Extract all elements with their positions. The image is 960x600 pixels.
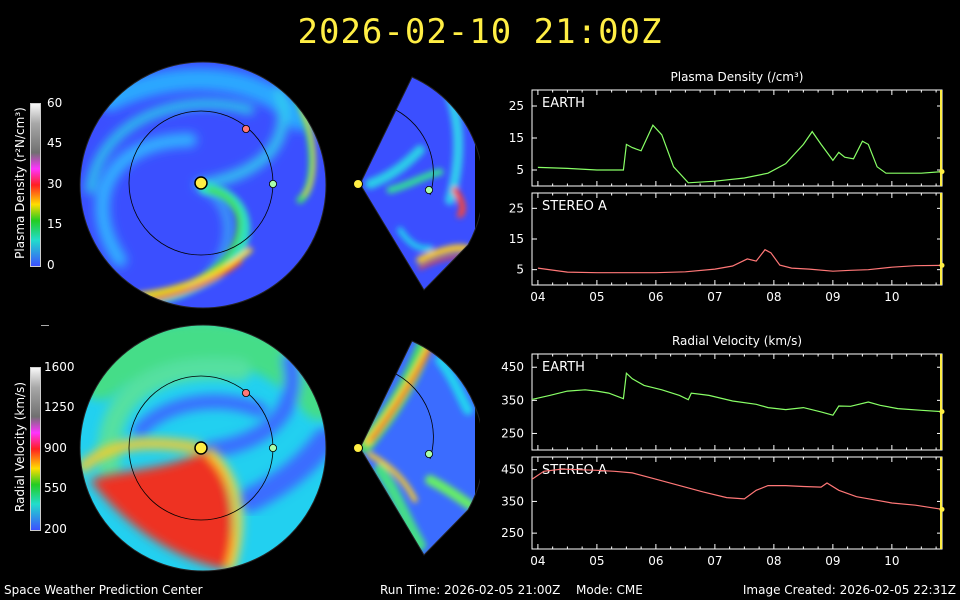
current-value-dot — [939, 262, 945, 268]
divider-dash — [41, 325, 49, 326]
velocity-plot-title: Radial Velocity (km/s) — [671, 334, 803, 348]
x-tick-label: 05 — [589, 554, 604, 568]
x-tick-label: 04 — [530, 554, 545, 568]
current-value-dot — [939, 409, 945, 415]
y-tick-label: 250 — [501, 526, 524, 540]
density-tick: 60 — [47, 96, 63, 110]
density-tick: 30 — [47, 177, 63, 191]
density-tick: 15 — [47, 217, 63, 231]
y-tick-label: 25 — [509, 201, 524, 215]
heliosphere-maps — [79, 61, 480, 572]
panel-label: STEREO A — [542, 463, 607, 478]
footer-image-created: Image Created: 2026-02-05 22:31Z — [742, 583, 956, 597]
current-value-dot — [939, 169, 945, 175]
y-tick-label: 15 — [509, 131, 524, 145]
velocity-tick: 550 — [44, 481, 67, 495]
y-tick-label: 350 — [501, 393, 524, 407]
velocity-tick: 1600 — [44, 360, 75, 374]
x-tick-label: 08 — [766, 290, 781, 304]
x-tick-label: 06 — [648, 554, 663, 568]
panel-label: STEREO A — [542, 199, 607, 214]
density-tick: 0 — [47, 258, 55, 272]
density-colorbar — [30, 103, 41, 267]
x-tick-label: 05 — [589, 290, 604, 304]
y-tick-label: 5 — [516, 163, 524, 177]
series-line — [537, 124, 943, 184]
series-line — [531, 468, 943, 510]
y-tick-label: 450 — [501, 360, 524, 374]
density-tick: 45 — [47, 136, 63, 150]
velocity-colorbar — [30, 367, 41, 531]
forecast-timestamp: 2026-02-10 21:00Z — [297, 12, 663, 52]
plot-frame — [531, 89, 943, 187]
footer-run-time: Run Time: 2026-02-05 21:00Z — [380, 583, 561, 597]
current-value-dot — [939, 506, 945, 512]
y-tick-label: 25 — [509, 99, 524, 113]
x-tick-label: 10 — [884, 554, 899, 568]
x-tick-label: 09 — [825, 290, 840, 304]
y-tick-label: 450 — [501, 463, 524, 477]
velocity-tick: 900 — [44, 441, 67, 455]
x-tick-label: 10 — [884, 290, 899, 304]
x-tick-label: 04 — [530, 290, 545, 304]
y-tick-label: 15 — [509, 232, 524, 246]
x-tick-label: 08 — [766, 554, 781, 568]
x-tick-label: 06 — [648, 290, 663, 304]
density-plot-title: Plasma Density (/cm³) — [670, 70, 804, 84]
y-tick-label: 5 — [516, 263, 524, 277]
panel-label: EARTH — [542, 96, 585, 111]
series-line — [531, 371, 943, 416]
x-tick-label: 09 — [825, 554, 840, 568]
y-tick-label: 350 — [501, 494, 524, 508]
y-tick-label: 250 — [501, 426, 524, 440]
x-tick-label: 07 — [707, 554, 722, 568]
panel-label: EARTH — [542, 360, 585, 375]
velocity-tick: 200 — [44, 522, 67, 536]
series-line — [537, 248, 943, 274]
footer-org: Space Weather Prediction Center — [4, 583, 203, 597]
velocity-tick: 1250 — [44, 400, 75, 414]
x-tick-label: 07 — [707, 290, 722, 304]
footer-mode: Mode: CME — [576, 583, 643, 597]
